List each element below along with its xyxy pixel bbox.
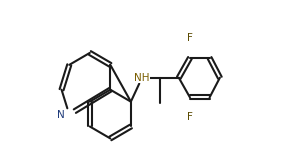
Text: F: F bbox=[187, 112, 193, 122]
Text: F: F bbox=[187, 33, 193, 43]
Text: N: N bbox=[57, 109, 65, 119]
Text: NH: NH bbox=[134, 73, 150, 83]
